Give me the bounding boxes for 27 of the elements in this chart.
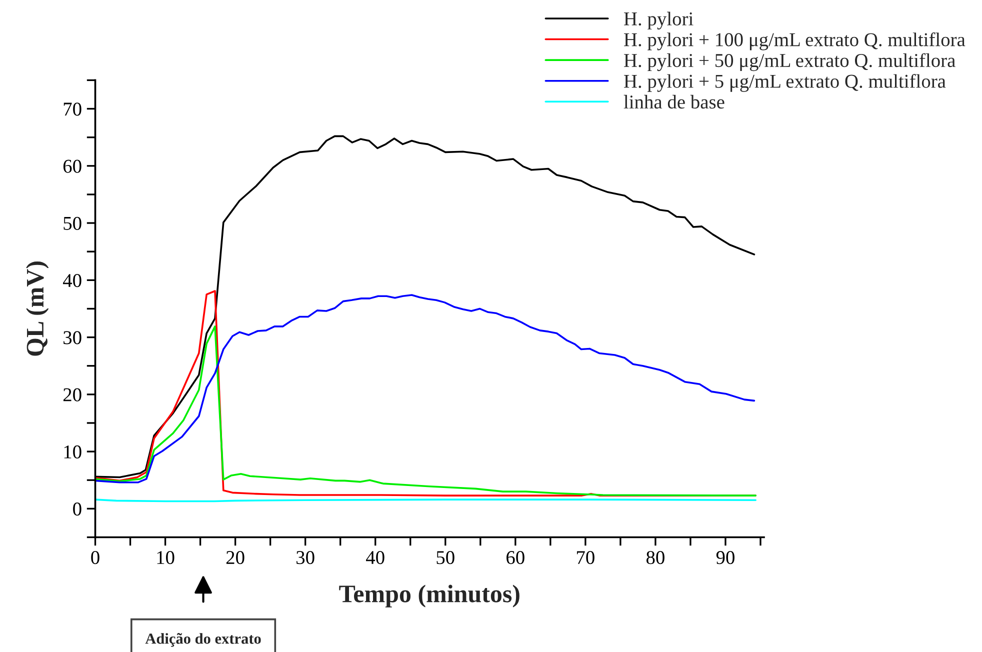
line-series — [95, 326, 756, 496]
x-tick-label: 40 — [366, 551, 384, 564]
x-tick-label: 10 — [157, 551, 174, 564]
y-axis-title: QL (mV) — [26, 262, 49, 356]
y-tick-label: 30 — [64, 331, 82, 344]
x-tick-label: 20 — [226, 551, 244, 564]
y-tick-label: 70 — [64, 102, 82, 116]
y-tick-label: 20 — [63, 388, 82, 402]
legend-label: H. pylori + 5 μg/mL extrato Q. multiflora — [624, 74, 946, 92]
x-tick-label: 80 — [646, 551, 664, 564]
y-tick-label: 50 — [64, 216, 82, 230]
x-tick-label: 50 — [436, 551, 454, 564]
x-tick-label: 70 — [576, 551, 594, 564]
y-tick-label: 10 — [64, 445, 82, 458]
x-axis-title: Tempo (minutos) — [339, 584, 520, 608]
y-tick-label: 60 — [63, 160, 82, 173]
legend-label: H. pylori + 50 μg/mL extrato Q. multiflora — [624, 53, 956, 72]
y-tick-label: 40 — [62, 274, 82, 288]
x-tick-label: 0 — [91, 551, 100, 564]
x-tick-label: 30 — [296, 551, 314, 564]
legend-label: linha de base — [624, 94, 724, 109]
text: Adição do extrato — [145, 633, 261, 647]
x-tick-label: 60 — [506, 551, 524, 564]
legend-label: H. pylori + 100 μg/mL extrato Q. multiflora — [624, 32, 966, 50]
x-tick-label: 90 — [716, 551, 734, 564]
y-tick-label: 0 — [73, 502, 82, 516]
legend-label: H. pylori — [624, 12, 694, 30]
